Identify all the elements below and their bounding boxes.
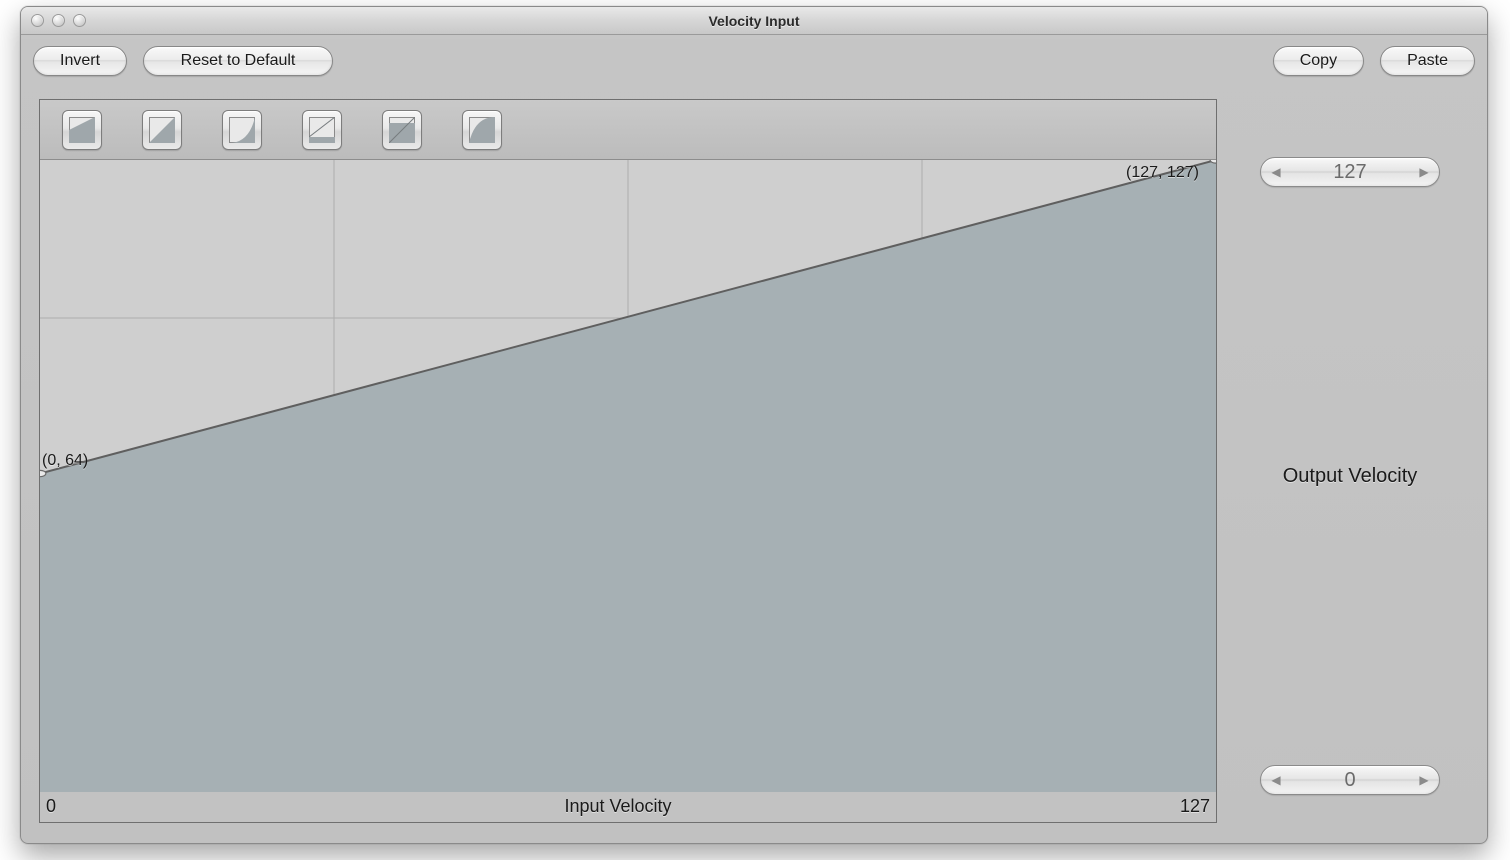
chart-area[interactable]: (0, 64) (127, 127) — [40, 160, 1216, 792]
preset-curve-4-button[interactable] — [302, 110, 342, 150]
minimize-window-button[interactable] — [52, 14, 65, 27]
stepper-decrement-icon[interactable]: ◀ — [1261, 165, 1291, 179]
invert-button-label: Invert — [60, 52, 100, 70]
titlebar: Velocity Input — [21, 7, 1487, 35]
preset-curve-6-icon — [469, 117, 495, 143]
output-max-value: 127 — [1291, 161, 1409, 184]
curve-point-label: (0, 64) — [42, 452, 88, 470]
preset-curve-4-icon — [309, 117, 335, 143]
copy-button-label: Copy — [1300, 52, 1337, 70]
preset-curve-1-button[interactable] — [62, 110, 102, 150]
stepper-increment-icon[interactable]: ▶ — [1409, 165, 1439, 179]
stepper-increment-icon[interactable]: ▶ — [1409, 773, 1439, 787]
toolbar: Invert Reset to Default Copy Paste — [21, 35, 1487, 87]
preset-curve-2-icon — [149, 117, 175, 143]
content-frame: (0, 64) (127, 127) 0 Input Velocity 127 — [39, 99, 1217, 823]
preset-curve-1-icon — [69, 117, 95, 143]
output-velocity-label: Output Velocity — [1233, 465, 1467, 488]
output-min-value: 0 — [1291, 769, 1409, 792]
right-panel: ◀ 127 ▶ Output Velocity ◀ 0 ▶ — [1233, 157, 1467, 795]
preset-curve-2-button[interactable] — [142, 110, 182, 150]
preset-curve-5-icon — [389, 117, 415, 143]
x-axis-max-label: 127 — [1180, 796, 1210, 817]
output-max-stepper[interactable]: ◀ 127 ▶ — [1260, 157, 1440, 187]
output-min-stepper[interactable]: ◀ 0 ▶ — [1260, 765, 1440, 795]
preset-curve-3-button[interactable] — [222, 110, 262, 150]
copy-button[interactable]: Copy — [1273, 46, 1364, 76]
velocity-curve-chart[interactable] — [40, 160, 1216, 792]
reset-button-label: Reset to Default — [181, 52, 296, 70]
preset-curve-5-button[interactable] — [382, 110, 422, 150]
window-title: Velocity Input — [21, 13, 1487, 29]
x-axis-min-label: 0 — [46, 796, 56, 817]
x-axis-title: Input Velocity — [56, 796, 1180, 817]
x-axis-labels: 0 Input Velocity 127 — [40, 792, 1216, 822]
traffic-lights — [21, 14, 86, 27]
preset-curve-3-icon — [229, 117, 255, 143]
curve-point-label: (127, 127) — [1126, 164, 1199, 182]
close-window-button[interactable] — [31, 14, 44, 27]
window: Velocity Input Invert Reset to Default C… — [20, 6, 1488, 844]
preset-curve-6-button[interactable] — [462, 110, 502, 150]
reset-to-default-button[interactable]: Reset to Default — [143, 46, 333, 76]
paste-button-label: Paste — [1407, 52, 1448, 70]
preset-row — [40, 100, 1216, 160]
stepper-decrement-icon[interactable]: ◀ — [1261, 773, 1291, 787]
paste-button[interactable]: Paste — [1380, 46, 1475, 76]
zoom-window-button[interactable] — [73, 14, 86, 27]
invert-button[interactable]: Invert — [33, 46, 127, 76]
